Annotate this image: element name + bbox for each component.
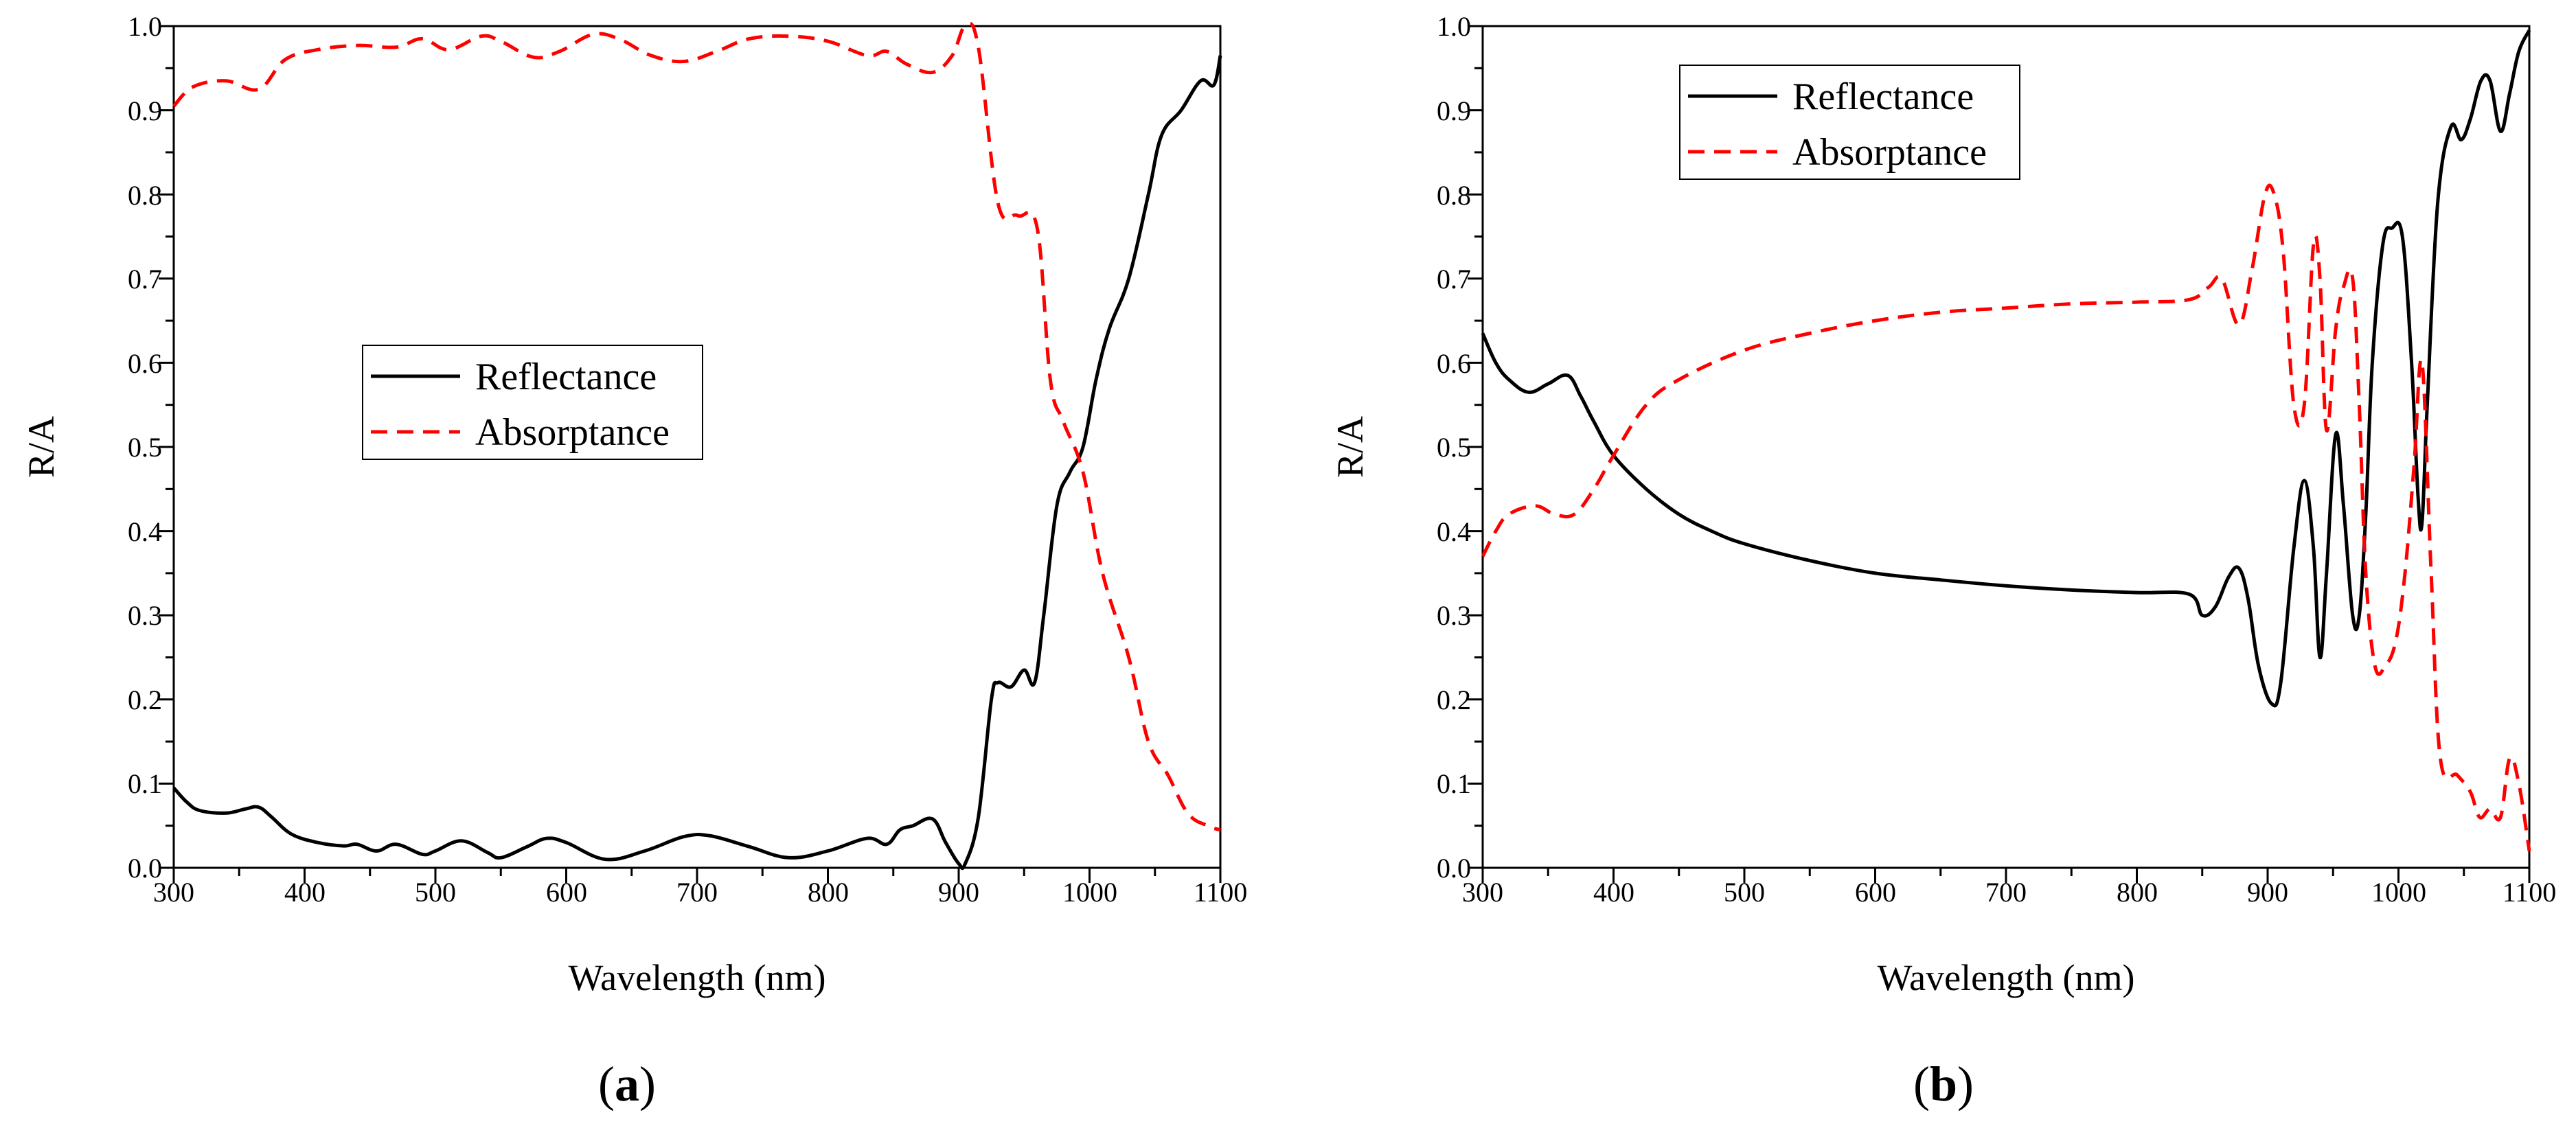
x-tick-label-4: 700 — [676, 877, 718, 908]
y-tick-label-5: 0.5 — [1437, 432, 1471, 463]
y-tick-label-3: 0.3 — [128, 600, 162, 631]
y-tick-label-10: 1.0 — [1437, 11, 1471, 42]
legend-label-absorptance: Absorptance — [475, 411, 670, 454]
x-tick-label-5: 800 — [808, 877, 849, 908]
series-line-absorptance — [1481, 183, 2531, 851]
x-tick-label-6: 900 — [2247, 877, 2288, 908]
x-tick-label-2: 500 — [1724, 877, 1765, 908]
series-group — [172, 22, 1222, 871]
panel-b: 0.0 0.1 0.2 0.3 0.4 0.5 0.6 0.7 0.8 0.9 … — [1330, 11, 2556, 1112]
x-tick-label-5: 800 — [2117, 877, 2158, 908]
y-tick-label-8: 0.8 — [1437, 180, 1471, 211]
series-group — [1481, 29, 2531, 851]
y-tick-label-4: 0.4 — [1437, 516, 1471, 547]
axis-ticks — [1468, 25, 2531, 883]
x-tick-label-6: 900 — [938, 877, 979, 908]
series-line-absorptance — [172, 22, 1221, 832]
x-tick-label-8: 1100 — [2503, 877, 2557, 908]
panel-label-b: (b) — [1913, 1057, 1974, 1112]
legend-label-reflectance: Reflectance — [475, 356, 657, 398]
x-tick-label-4: 700 — [1985, 877, 2027, 908]
legend-label-absorptance: Absorptance — [1792, 131, 1987, 174]
y-tick-label-4: 0.4 — [128, 516, 162, 547]
x-tick-label-7: 1000 — [1062, 877, 1117, 908]
x-axis-title: Wavelength (nm) — [1877, 957, 2134, 998]
y-tick-label-1: 0.1 — [128, 768, 162, 799]
y-tick-label-7: 0.7 — [1437, 264, 1471, 295]
y-tick-label-6: 0.6 — [1437, 348, 1471, 379]
x-tick-label-1: 400 — [284, 877, 326, 908]
axis-ticks — [159, 25, 1222, 883]
y-axis-title: R/A — [21, 416, 62, 478]
series-line-reflectance — [172, 55, 1222, 871]
y-tick-label-1: 0.1 — [1437, 768, 1471, 799]
y-tick-label-7: 0.7 — [128, 264, 162, 295]
x-tick-label-3: 600 — [1855, 877, 1896, 908]
x-tick-label-7: 1000 — [2371, 877, 2426, 908]
y-tick-label-9: 0.9 — [1437, 95, 1471, 126]
y-tick-label-0: 0.0 — [1437, 853, 1471, 884]
legend-box — [362, 345, 703, 460]
panel-a: 0.0 0.1 0.2 0.3 0.4 0.5 0.6 0.7 0.8 0.9 … — [21, 11, 1247, 1112]
legend-box — [1679, 65, 2020, 180]
x-axis-title: Wavelength (nm) — [568, 957, 825, 998]
panel-letter-a: a — [615, 1057, 639, 1112]
y-axis-title: R/A — [1330, 416, 1371, 478]
y-tick-label-2: 0.2 — [1437, 684, 1471, 715]
series-line-reflectance — [1481, 29, 2531, 708]
legend-label-reflectance: Reflectance — [1792, 76, 1974, 118]
legend: Reflectance Absorptance — [362, 345, 703, 460]
panel-letter-b: b — [1930, 1057, 1957, 1112]
x-tick-label-0: 300 — [1462, 877, 1503, 908]
y-tick-label-8: 0.8 — [128, 180, 162, 211]
x-tick-label-0: 300 — [153, 877, 194, 908]
y-tick-label-3: 0.3 — [1437, 600, 1471, 631]
x-tick-label-8: 1100 — [1194, 877, 1248, 908]
y-tick-label-6: 0.6 — [128, 348, 162, 379]
panel-label-a: (a) — [598, 1057, 656, 1112]
x-tick-label-1: 400 — [1593, 877, 1634, 908]
y-tick-label-9: 0.9 — [128, 95, 162, 126]
x-tick-label-2: 500 — [415, 877, 456, 908]
y-tick-label-5: 0.5 — [128, 432, 162, 463]
y-tick-label-2: 0.2 — [128, 684, 162, 715]
y-tick-label-10: 1.0 — [128, 11, 162, 42]
x-tick-label-3: 600 — [546, 877, 587, 908]
y-tick-label-0: 0.0 — [128, 853, 162, 884]
legend: Reflectance Absorptance — [1679, 65, 2020, 180]
